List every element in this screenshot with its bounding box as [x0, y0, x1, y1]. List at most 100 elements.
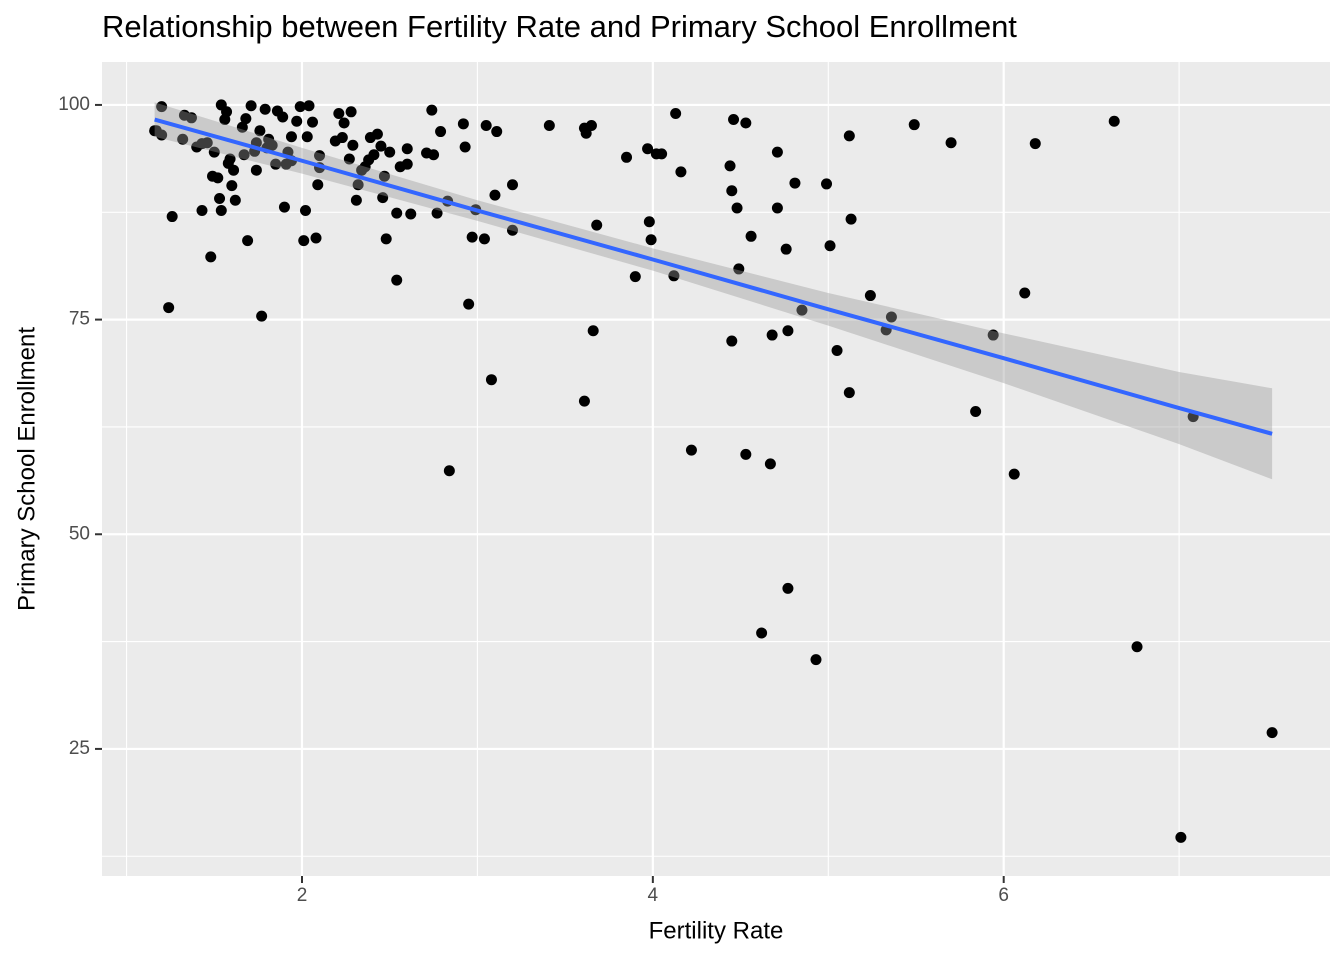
- panel: [102, 62, 1330, 876]
- point: [629, 271, 641, 283]
- point: [843, 130, 855, 142]
- point: [645, 234, 657, 246]
- point: [764, 458, 776, 470]
- fit-line: [154, 117, 1273, 436]
- x-tick-label: 2: [297, 885, 308, 906]
- point: [221, 106, 233, 118]
- point: [724, 160, 736, 172]
- point: [270, 158, 282, 170]
- point: [642, 143, 654, 155]
- point: [301, 131, 313, 143]
- point: [291, 115, 303, 127]
- point: [578, 395, 590, 407]
- point: [443, 465, 455, 477]
- point: [685, 444, 697, 456]
- point: [256, 310, 268, 322]
- point: [643, 216, 655, 228]
- point: [428, 149, 440, 161]
- point: [491, 126, 503, 138]
- point: [380, 233, 392, 245]
- point: [668, 270, 680, 282]
- point: [163, 302, 175, 314]
- point: [1008, 468, 1020, 480]
- point: [236, 121, 248, 133]
- point: [245, 100, 257, 112]
- point: [254, 125, 266, 137]
- point: [196, 138, 208, 150]
- point: [229, 194, 241, 206]
- point: [208, 146, 220, 158]
- point: [205, 251, 217, 263]
- point: [405, 208, 417, 220]
- point: [391, 274, 403, 286]
- point: [294, 101, 306, 113]
- point: [278, 201, 290, 213]
- point: [298, 235, 310, 247]
- point: [259, 103, 271, 115]
- point: [731, 202, 743, 214]
- point: [478, 233, 490, 245]
- point: [277, 111, 289, 123]
- point: [426, 104, 438, 116]
- point: [350, 194, 362, 206]
- y-axis-title: Primary School Enrollment: [13, 327, 40, 611]
- point: [378, 170, 390, 182]
- point: [240, 113, 252, 125]
- point: [352, 179, 364, 191]
- y-tick-label: 100: [58, 94, 90, 115]
- point: [789, 177, 801, 189]
- point: [1175, 831, 1187, 843]
- point: [1019, 287, 1031, 299]
- point: [149, 125, 161, 137]
- point: [457, 118, 469, 130]
- point: [212, 172, 224, 184]
- point: [185, 112, 197, 124]
- x-axis-title: Fertility Rate: [649, 917, 784, 944]
- point: [771, 202, 783, 214]
- point: [771, 146, 783, 158]
- point: [845, 213, 857, 225]
- point: [1266, 727, 1278, 739]
- point: [459, 141, 471, 153]
- point: [782, 582, 794, 594]
- point: [780, 243, 792, 255]
- point: [885, 311, 897, 323]
- point: [214, 193, 226, 205]
- point: [375, 140, 387, 152]
- point: [945, 137, 957, 149]
- point: [1131, 641, 1143, 653]
- y-tick-label: 75: [69, 309, 90, 330]
- point: [431, 207, 443, 219]
- point: [507, 179, 519, 191]
- point: [371, 128, 383, 140]
- point: [745, 230, 757, 242]
- point: [215, 205, 227, 217]
- point: [226, 180, 238, 192]
- point: [543, 120, 555, 132]
- point: [177, 133, 189, 145]
- point: [480, 120, 492, 132]
- point: [401, 143, 413, 155]
- point: [391, 207, 403, 219]
- x-tick-label: 4: [648, 885, 659, 906]
- point: [196, 205, 208, 217]
- point: [333, 108, 345, 120]
- point: [766, 329, 778, 341]
- point: [377, 192, 389, 204]
- point: [864, 290, 876, 302]
- point: [843, 387, 855, 399]
- point: [621, 151, 633, 163]
- point: [347, 139, 359, 151]
- y-tick-label: 25: [69, 738, 90, 759]
- point: [1029, 138, 1041, 150]
- point: [821, 178, 833, 190]
- point: [591, 219, 603, 231]
- point: [224, 153, 236, 165]
- point: [656, 148, 668, 160]
- point: [401, 158, 413, 170]
- point: [740, 117, 752, 129]
- point: [970, 405, 982, 417]
- point: [368, 149, 380, 161]
- point: [303, 100, 315, 112]
- point: [485, 374, 497, 386]
